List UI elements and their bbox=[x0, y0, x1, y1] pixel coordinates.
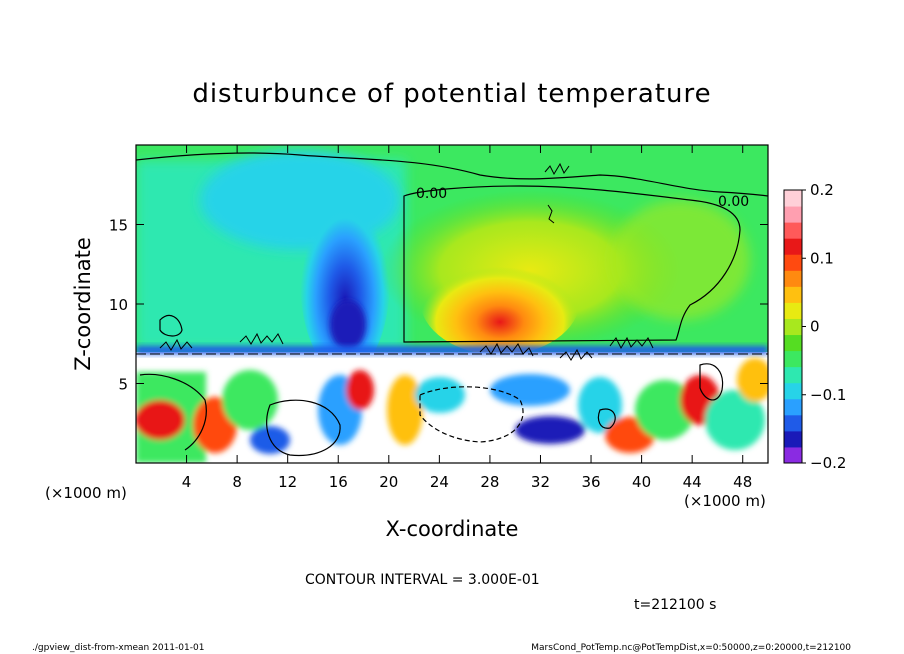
field-layer-edge-blue bbox=[136, 346, 768, 354]
x-unit-label-right: (×1000 m) bbox=[684, 492, 766, 510]
x-tick-label: 4 bbox=[182, 473, 192, 491]
colorbar-tick-label: −0.2 bbox=[810, 454, 846, 472]
colorbar-tick-label: 0.2 bbox=[810, 181, 834, 199]
colorbar-swatch bbox=[784, 238, 802, 255]
x-tick-label: 16 bbox=[329, 473, 348, 491]
colorbar-swatch bbox=[784, 446, 802, 464]
colorbar-swatch bbox=[784, 382, 802, 400]
colorbar-tick-label: −0.1 bbox=[810, 386, 846, 404]
time-label: t=212100 s bbox=[634, 597, 716, 613]
contour-noise bbox=[136, 162, 768, 361]
colorbar-swatch bbox=[784, 222, 802, 239]
x-axis-label: X-coordinate bbox=[386, 517, 519, 541]
contour-label-1: 0.00 bbox=[416, 186, 447, 202]
colorbar bbox=[784, 190, 802, 464]
colorbar-swatch bbox=[784, 254, 802, 271]
colorbar-swatch bbox=[784, 270, 802, 287]
x-tick-label: 8 bbox=[232, 473, 242, 491]
y-tick-label: 5 bbox=[118, 376, 128, 394]
footer-right: MarsCond_PotTemp.nc@PotTempDist,x=0:5000… bbox=[531, 643, 851, 653]
x-tick-label: 48 bbox=[733, 473, 752, 491]
colorbar-tick-label: 0.1 bbox=[810, 249, 834, 267]
y-tick-label: 15 bbox=[109, 217, 128, 235]
x-tick-label: 32 bbox=[531, 473, 550, 491]
contour-lines bbox=[136, 152, 768, 457]
x-unit-label-left: (×1000 m) bbox=[45, 484, 127, 502]
colorbar-swatch bbox=[784, 350, 802, 368]
colorbar-swatch bbox=[784, 398, 802, 416]
field-blue-plume bbox=[300, 185, 390, 375]
field-blue-core bbox=[330, 300, 366, 350]
colorbar-swatch bbox=[784, 318, 802, 336]
field-warm-core bbox=[420, 245, 580, 355]
x-tick-label: 40 bbox=[632, 473, 651, 491]
colorbar-swatch bbox=[784, 414, 802, 432]
y-axis-label: Z-coordinate bbox=[71, 237, 95, 371]
x-tick-label: 36 bbox=[581, 473, 600, 491]
lower-patches bbox=[136, 358, 768, 463]
x-axis-ticks: 4 8 12 16 20 24 28 32 36 40 44 48 bbox=[182, 145, 752, 491]
colorbar-swatch bbox=[784, 302, 802, 319]
plot-area bbox=[136, 145, 768, 463]
colorbar-swatch bbox=[784, 286, 802, 303]
colorbar-swatch bbox=[784, 366, 802, 384]
x-tick-label: 12 bbox=[278, 473, 297, 491]
contour-label-2: 0.00 bbox=[718, 194, 749, 210]
footer-left: ./gpview_dist-from-xmean 2011-01-01 bbox=[32, 643, 204, 653]
colorbar-ticks: 0.2 0.1 0 −0.1 −0.2 bbox=[802, 181, 846, 472]
colorbar-swatch bbox=[784, 334, 802, 352]
colorbar-tick-label: 0 bbox=[810, 318, 820, 336]
x-tick-label: 28 bbox=[480, 473, 499, 491]
field-right-lime bbox=[610, 200, 750, 320]
x-tick-label: 24 bbox=[430, 473, 449, 491]
colorbar-swatch bbox=[784, 190, 802, 207]
colorbar-swatch bbox=[784, 206, 802, 223]
colorbar-swatch bbox=[784, 430, 802, 448]
contour-interval: CONTOUR INTERVAL = 3.000E-01 bbox=[305, 572, 540, 588]
chart-title: disturbunce of potential temperature bbox=[192, 79, 711, 109]
y-axis-ticks: 5 10 15 bbox=[109, 217, 768, 394]
x-tick-label: 20 bbox=[379, 473, 398, 491]
x-tick-label: 44 bbox=[683, 473, 702, 491]
y-tick-label: 10 bbox=[109, 296, 128, 314]
